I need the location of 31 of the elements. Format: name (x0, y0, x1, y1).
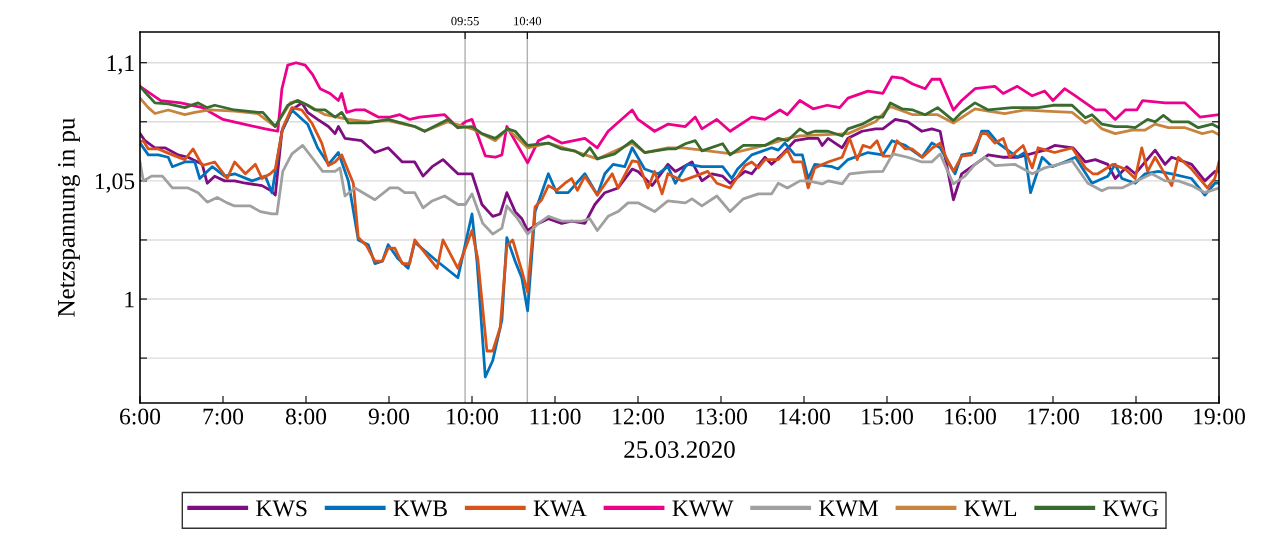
x-tick-label: 11:00 (530, 408, 581, 425)
line-series (140, 144, 1219, 236)
y-tick-label: 1,05 (95, 173, 135, 193)
x-tick-label: 8:00 (285, 408, 327, 425)
x-tick-label: 17:00 (1028, 408, 1079, 425)
legend-label: KWA (533, 500, 587, 517)
x-tick-label: 10:00 (447, 408, 498, 425)
line-series (140, 84, 1219, 161)
y-tick-label: 1 (125, 291, 134, 308)
legend-label: KWB (393, 500, 447, 517)
legend-label: KWM (819, 500, 879, 517)
x-axis-title: 25.03.2020 (624, 441, 735, 459)
x-tick-label: 9:00 (368, 408, 410, 425)
x2-tick-label: 10:40 (514, 16, 542, 26)
x-tick-label: 15:00 (862, 408, 913, 425)
legend-label: KWG (1103, 500, 1159, 517)
x-tick-label: 13:00 (696, 408, 747, 425)
x-tick-label: 7:00 (203, 408, 244, 425)
legend-label: KWL (964, 500, 1017, 517)
legend-label: KWW (672, 500, 734, 517)
x2-tick-label: 09:55 (451, 16, 479, 26)
y-tick-label: 1,1 (107, 55, 134, 75)
x-tick-label: 12:00 (613, 408, 664, 425)
legend-label: KWS (256, 500, 307, 517)
x-tick-label: 6:00 (120, 408, 161, 425)
y-axis-title: Netzspannung in pu (57, 117, 80, 317)
x-tick-label: 18:00 (1111, 408, 1162, 425)
x-tick-label: 14:00 (779, 408, 830, 425)
x-tick-label: 16:00 (945, 408, 996, 425)
x-tick-label: 19:00 (1194, 408, 1245, 425)
line-series (140, 61, 1219, 165)
